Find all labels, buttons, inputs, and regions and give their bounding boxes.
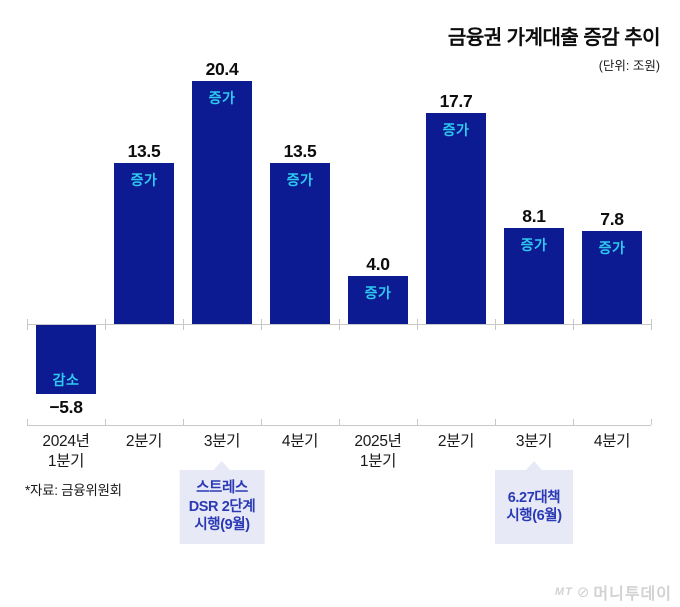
x-axis-label: 2분기 [412,432,500,452]
axis-tick [417,419,418,425]
bar-direction-label: 증가 [208,90,236,106]
annotation-text-line: 스트레스 [196,480,248,497]
axis-tick [495,319,496,330]
axis-tick [183,319,184,330]
annotation-text-line: 시행(6월) [506,508,562,524]
x-axis-label-line: 4분기 [593,433,631,450]
bar [504,228,564,324]
bar-direction-label: 증가 [520,237,548,253]
x-axis-label-line: 1분기 [47,453,85,470]
bar-value-label: −5.8 [49,397,83,417]
x-axis-label-line: 2분기 [125,433,163,450]
axis-tick [261,319,262,330]
bar [426,113,486,324]
axis-tick [573,419,574,425]
bar-direction-label: 감소 [52,372,80,388]
axis-tick [105,419,106,425]
bar [114,163,174,324]
callout-pointer-icon [526,461,542,470]
mt-abbr-text: MT [554,586,573,598]
bar-direction-label: 증가 [364,285,392,301]
x-axis-label: 4분기 [256,432,344,452]
annotation-text-line: 6.27대책 [507,489,561,506]
bar [36,325,96,394]
axis-tick [27,419,28,425]
callout-pointer-icon [214,461,230,470]
x-axis-label: 3분기 [178,432,266,452]
x-axis-label: 4분기 [568,432,656,452]
axis-tick [651,319,652,330]
bar [582,231,642,324]
x-axis-label-line: 1분기 [359,453,397,470]
axis-tick [27,319,28,330]
bar-value-label: 7.8 [600,209,624,229]
bar-value-label: 13.5 [283,141,317,161]
bar-value-label: 4.0 [366,254,390,274]
axis-tick [573,319,574,330]
bar [270,163,330,324]
axis-tick [495,419,496,425]
unit-label: (단위: 조원) [598,59,660,73]
axis-tick [339,319,340,330]
watermark-logo: MT ⊘ 머니투데이 [555,580,672,604]
x-axis-label-line: 4분기 [281,433,319,450]
axis-tick [339,419,340,425]
x-axis-label: 3분기 [490,432,578,452]
category-axis-line [27,425,651,426]
page-title: 금융권 가계대출 증감 추이 [447,27,661,49]
x-axis-label-line: 2024년 [42,433,90,450]
bar-direction-label: 증가 [286,172,314,188]
x-axis-label-line: 2분기 [437,433,475,450]
bar-direction-label: 증가 [130,172,158,188]
bar-value-label: 17.7 [439,91,473,111]
x-axis-label: 2024년 1분기 [22,432,110,472]
x-axis-label: 2025년 1분기 [334,432,422,472]
mt-circle-slash-icon: ⊘ [576,584,590,601]
source-note: *자료: 금융위원회 [25,483,122,498]
publisher-name: 머니투데이 [593,586,672,603]
axis-tick [651,419,652,425]
x-axis-label: 2분기 [100,432,188,452]
bar [348,276,408,324]
bar-direction-label: 증가 [598,240,626,256]
x-axis-label-line: 2025년 [354,433,402,450]
x-axis-label-line: 3분기 [203,433,241,450]
bar [192,81,252,324]
bar-value-label: 20.4 [205,59,239,79]
x-axis-label-line: 3분기 [515,433,553,450]
axis-tick [261,419,262,425]
bar-value-label: 13.5 [127,141,161,161]
bar-direction-label: 증가 [442,122,470,138]
axis-tick [183,419,184,425]
bar-value-label: 8.1 [522,206,546,226]
axis-tick [417,319,418,330]
annotation-text-line: DSR 2단계 [188,498,256,515]
axis-tick [105,319,106,330]
annotation-text-line: 시행(9월) [194,517,250,534]
